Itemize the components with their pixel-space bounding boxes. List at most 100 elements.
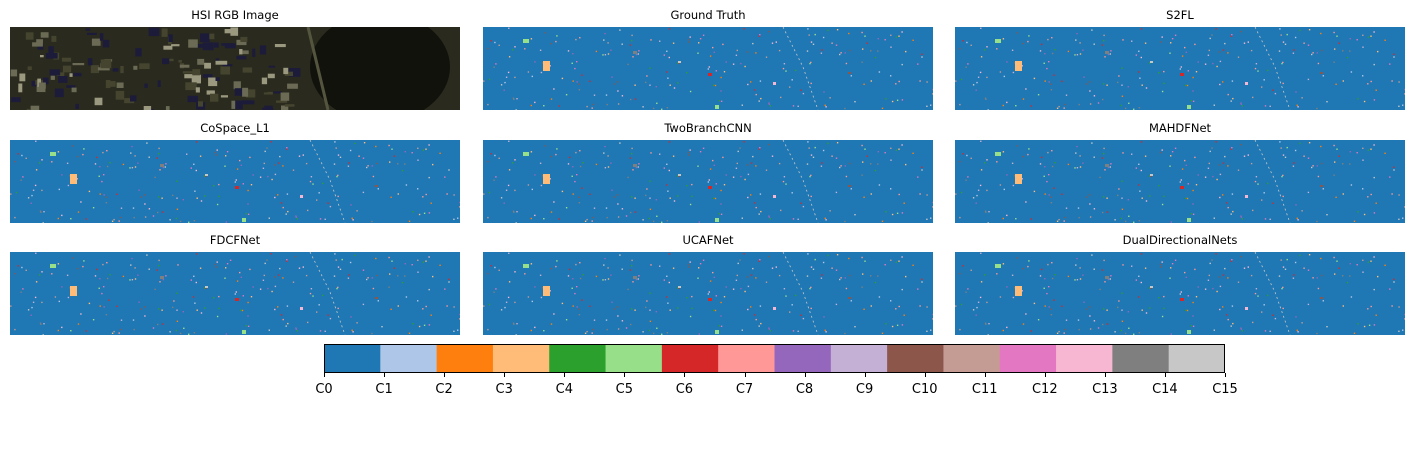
class-pixel [411,152,413,154]
class-pixel [977,301,980,303]
class-pixel [861,31,863,34]
class-cluster [1015,174,1022,184]
class-pixel [1295,204,1297,206]
class-pixel [213,297,215,299]
class-pixel [1349,163,1351,165]
class-pixel [274,196,276,199]
class-pixel [514,159,516,161]
class-pixel [677,62,679,64]
class-pixel [603,264,605,266]
class-pixel [1106,211,1109,213]
class-pixel [1137,71,1140,73]
class-pixel [408,332,411,334]
class-pixel [495,63,497,65]
class-pixel [759,34,761,36]
class-pixel [720,189,722,192]
map-panel: UCAFNet [483,233,933,335]
class-pixel [1048,286,1050,288]
class-pixel [1184,271,1186,274]
class-pixel [782,67,785,70]
class-pixel [723,184,726,186]
class-pixel [247,325,250,327]
class-pixel [715,295,717,297]
class-pixel [576,174,578,176]
class-pixel [1237,56,1240,58]
class-pixel [1163,307,1165,310]
class-pixel [627,288,629,291]
class-pixel [854,326,856,328]
class-cluster [708,73,712,76]
class-pixel [977,76,980,78]
class-pixel [1267,182,1269,185]
class-pixel [901,31,903,33]
class-pixel [1030,330,1032,332]
class-pixel [1333,61,1335,63]
class-pixel [319,330,322,332]
class-pixel [635,278,638,281]
class-pixel [1240,30,1242,33]
class-pixel [795,69,797,72]
class-pixel [1074,167,1076,169]
class-pixel [1362,259,1364,261]
class-cluster [50,152,56,156]
class-pixel [483,193,485,195]
class-pixel [866,155,868,157]
class-pixel [96,156,98,159]
class-pixel [1074,279,1076,281]
class-pixel [215,266,217,268]
class-pixel [1051,37,1053,39]
class-pixel [539,162,542,164]
class-pixel [980,169,983,171]
class-pixel [617,306,619,308]
class-pixel [218,307,220,310]
class-pixel [1370,35,1372,37]
rgb-building [61,57,72,62]
class-pixel [621,43,623,45]
class-pixel [1067,50,1070,53]
class-pixel [836,142,839,144]
class-pixel [1219,83,1221,86]
class-pixel [810,154,813,156]
class-cluster [543,61,550,71]
class-pixel [285,260,288,262]
class-pixel [530,151,533,153]
class-pixel [430,202,432,204]
class-pixel [862,273,864,275]
class-cluster [523,152,529,156]
class-cluster [523,264,529,268]
class-pixel [96,268,98,271]
class-pixel [1350,184,1353,186]
class-pixel [820,165,823,167]
class-pixel [1079,267,1081,269]
class-pixel [844,277,846,279]
class-pixel [1240,328,1242,330]
colorbar-segment [380,344,438,373]
class-pixel [148,208,151,210]
class-pixel [1079,278,1082,280]
class-pixel [1299,142,1301,145]
class-pixel [1349,151,1351,153]
class-pixel [665,184,668,186]
class-pixel [999,296,1002,298]
class-cluster [1187,218,1191,222]
class-pixel [1197,61,1199,63]
class-pixel [148,156,150,158]
rgb-building [115,90,125,100]
class-pixel [249,268,251,271]
rgb-building [30,105,40,110]
class-pixel [1186,309,1189,312]
class-pixel [102,263,104,266]
class-pixel [1312,277,1314,279]
class-pixel [1120,329,1122,332]
class-pixel [861,286,863,288]
class-pixel [259,288,262,290]
class-pixel [488,78,491,81]
class-pixel [137,162,139,164]
class-pixel [247,315,249,317]
class-pixel [366,166,368,169]
class-pixel [1334,273,1336,275]
class-pixel [1121,320,1124,322]
class-pixel [755,206,757,209]
class-pixel [712,46,714,49]
rgb-building [234,88,247,96]
